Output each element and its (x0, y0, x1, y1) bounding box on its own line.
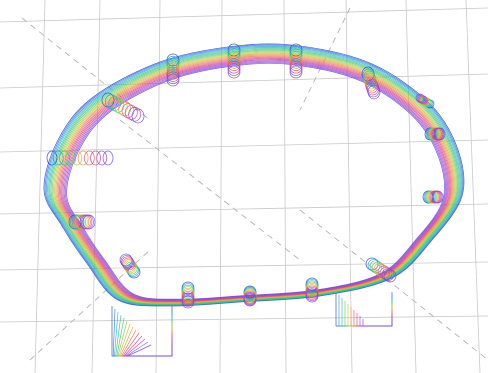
pin-cylinder-ring (166, 73, 180, 87)
pin-cylinder-ring (289, 60, 303, 74)
pin-cylinder-ring (367, 84, 381, 100)
grid-line (0, 73, 488, 89)
pin-cylinder-ring (227, 55, 241, 69)
pin-cylinder-ring (131, 108, 145, 124)
pin-cylinder-ring (128, 106, 142, 122)
shell-contour (62, 59, 449, 301)
support-tray-line (127, 344, 173, 357)
grid-line (405, 0, 417, 373)
diagonal-line (299, 209, 488, 361)
pin-cylinder-ring (166, 64, 180, 78)
shell-contour (54, 52, 456, 304)
shell-contour (51, 50, 458, 304)
pin-cylinder-ring (383, 269, 397, 283)
pin-cylinder-ring (166, 66, 180, 80)
pin-cylinder-ring (166, 62, 180, 76)
pin-cylinder-ring (381, 268, 395, 282)
pin-cylinder-ring (227, 63, 241, 76)
pin-cylinder-ring (227, 65, 241, 79)
shell-contour (45, 45, 463, 306)
pin-cylinder-ring (46, 150, 58, 166)
contour-shell (43, 43, 465, 307)
shell-contour (43, 43, 465, 307)
pin-cylinder-ring (121, 256, 135, 270)
pin-cylinder-ring (289, 65, 303, 79)
pin-cylinder-ring (83, 150, 95, 166)
diagonal-line (21, 17, 151, 121)
pin-cylinder-ring (366, 82, 380, 98)
shell-contour (66, 62, 446, 300)
pin-cylinder-ring (416, 94, 426, 104)
pin-cylinder-ring (166, 55, 180, 69)
pin-cylinder-ring (82, 214, 96, 230)
shell-contour (56, 54, 454, 303)
shell-contour (49, 48, 460, 305)
shell-contour (53, 51, 457, 304)
pin-cylinder-ring (181, 295, 195, 309)
pin-cylinder-ring (119, 253, 133, 267)
pin-cylinder-ring (417, 94, 427, 104)
pin-cylinder-ring (305, 289, 319, 303)
pin-cylinders (46, 43, 446, 309)
pin-cylinder-ring (124, 105, 138, 120)
grid-line (0, 203, 488, 215)
pin-cylinder-ring (227, 60, 241, 74)
pin-cylinder-ring (90, 150, 101, 166)
grid-line (34, 0, 46, 373)
grid-line (0, 7, 488, 23)
pin-cylinder-ring (289, 55, 303, 69)
support-tray-line (362, 319, 393, 327)
grid-line (0, 139, 488, 153)
pin-cylinder-ring (59, 150, 70, 166)
pin-cylinder-ring (289, 58, 303, 72)
pin-cylinder-ring (166, 60, 180, 74)
shell-contour (63, 60, 448, 301)
pin-cylinder-ring (166, 71, 180, 85)
pin-cylinder-ring (432, 190, 444, 204)
pin-cylinder-ring (96, 150, 108, 166)
pin-cylinder-ring (52, 150, 64, 166)
diagonal-line (119, 119, 301, 261)
pin-cylinder-ring (227, 58, 241, 72)
shell-contour (48, 47, 461, 306)
grid-line (91, 0, 101, 373)
diagonal-line (299, 7, 351, 111)
pin-cylinder-ring (379, 266, 393, 280)
grid-line (465, 0, 481, 373)
pin-cylinder-ring (122, 257, 136, 271)
pin-cylinder-ring (434, 127, 446, 141)
support-trays (111, 292, 393, 357)
shell-contour (44, 44, 464, 307)
pin-cylinder-ring (65, 150, 77, 166)
pin-cylinder-ring (289, 63, 303, 76)
pin-cylinder-ring (415, 93, 425, 103)
pin-cylinder-ring (71, 150, 83, 166)
pin-cylinder-ring (102, 150, 114, 166)
shell-contour (50, 49, 459, 305)
shell-contour (47, 46, 462, 306)
pin-cylinder-ring (166, 58, 180, 71)
pin-cylinder-ring (243, 293, 257, 307)
pin-cylinder-ring (166, 69, 180, 82)
pin-cylinder-ring (120, 254, 134, 268)
pin-cylinder-ring (77, 150, 89, 166)
pin-cylinder-ring (166, 53, 180, 67)
grid-line (0, 315, 488, 323)
shell-contour (55, 53, 455, 303)
